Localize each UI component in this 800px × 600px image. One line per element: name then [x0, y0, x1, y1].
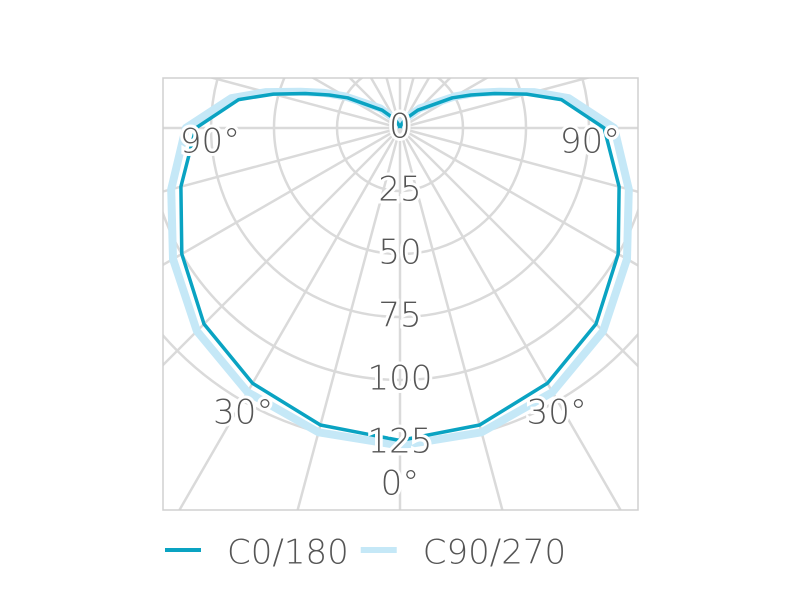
grid-spoke: [399, 126, 638, 267]
grid-spoke: [163, 126, 401, 267]
grid-spoke: [399, 126, 638, 194]
grid-spoke: [398, 127, 622, 510]
plot-frame: [162, 77, 639, 511]
grid-spoke: [398, 127, 504, 510]
grid-spoke: [399, 78, 592, 130]
grid-spoke: [163, 126, 401, 193]
grid-spoke: [399, 78, 452, 129]
grid-spoke: [163, 127, 401, 367]
grid-spoke: [399, 127, 638, 368]
angle-tick-label: 0°: [381, 464, 420, 504]
r-tick-label: 125: [368, 422, 433, 462]
curves: [167, 87, 633, 450]
angle-tick-label: 90°: [560, 122, 620, 162]
r-tick-label: 25: [378, 170, 421, 210]
grid-spoke: [296, 127, 402, 510]
r-tick-label: 100: [368, 359, 433, 399]
grid-spoke: [178, 127, 402, 510]
grid-spoke: [348, 78, 401, 129]
angle-tick-label: 30°: [527, 392, 587, 432]
series-curve: [398, 91, 621, 443]
series-curve: [179, 91, 402, 443]
angle-tick-label: 90°: [180, 122, 240, 162]
r-tick-label: 75: [378, 296, 421, 336]
grid-spoke: [208, 78, 401, 130]
legend-label: C0/180: [227, 533, 349, 573]
legend: C0/180 C90/270: [165, 533, 566, 573]
legend-label: C90/270: [423, 533, 566, 573]
labels: 0 25 50 75 100 125 90° 90° 30° 30° 0°: [177, 104, 623, 507]
angle-tick-label: 30°: [213, 392, 273, 432]
r-tick-label: 0: [389, 107, 411, 147]
r-tick-label: 50: [378, 233, 421, 273]
